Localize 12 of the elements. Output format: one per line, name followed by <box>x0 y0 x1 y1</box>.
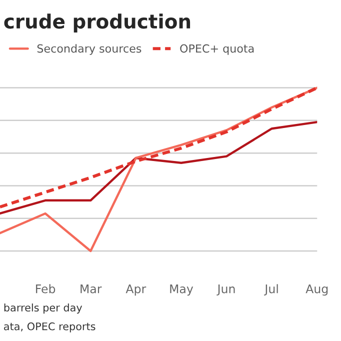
x-tick-label: Apr <box>126 284 146 296</box>
x-tick-label: May <box>170 284 194 296</box>
legend-label: Secondary sources <box>37 44 142 55</box>
legend-label: OPEC+ quota <box>180 44 254 55</box>
text: barrels per day <box>4 303 82 314</box>
x-tick-label: Mar <box>80 284 102 294</box>
x-tick-label: Aug <box>306 284 328 296</box>
x-tick-label: Jul <box>264 284 278 296</box>
x-tick-label: Jun <box>216 284 235 296</box>
x-tick-label: Feb <box>36 284 56 294</box>
text: ata, OPEC reports <box>4 322 96 332</box>
chart-title: crude production <box>4 14 190 32</box>
